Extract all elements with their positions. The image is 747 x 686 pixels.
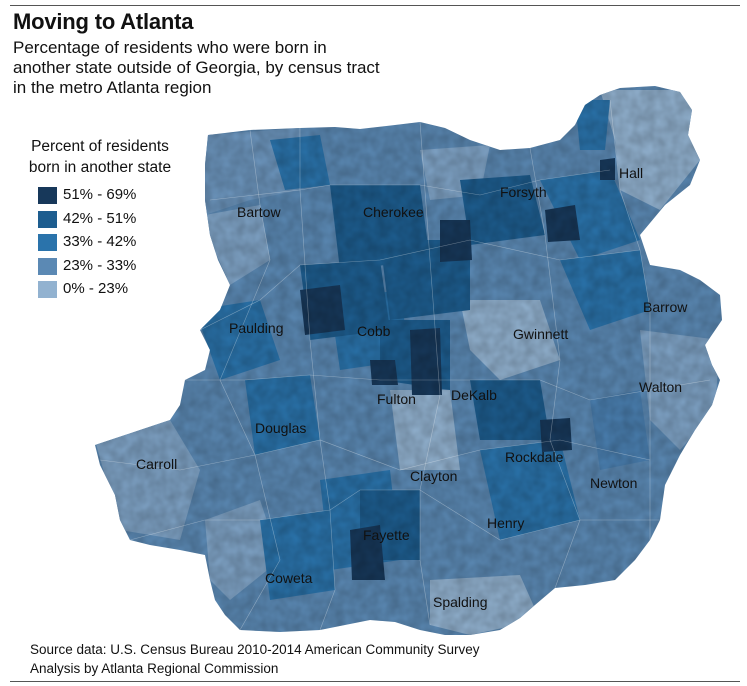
legend-title: Percent of residents born in another sta… (28, 138, 172, 176)
county-label-fayette: Fayette (363, 527, 410, 543)
legend-items: 51% - 69% 42% - 51% 33% - 42% 23% - 33% … (14, 184, 189, 302)
source-line-2: Analysis by Atlanta Regional Commission (30, 661, 279, 676)
county-label-cherokee: Cherokee (363, 204, 424, 220)
county-label-clayton: Clayton (410, 468, 457, 484)
county-label-barrow: Barrow (643, 299, 688, 315)
legend-item: 42% - 51% (38, 208, 189, 232)
map-legend: Percent of residents born in another sta… (14, 136, 189, 302)
county-label-henry: Henry (487, 515, 524, 531)
legend-swatch (38, 281, 57, 298)
legend-item: 33% - 42% (38, 231, 189, 255)
page-subtitle: Percentage of residents who were born in… (13, 38, 380, 97)
county-label-bartow: Bartow (237, 204, 281, 220)
county-label-newton: Newton (590, 475, 637, 491)
county-label-gwinnett: Gwinnett (513, 326, 568, 342)
county-label-coweta: Coweta (265, 570, 313, 586)
county-label-rockdale: Rockdale (505, 449, 564, 465)
county-label-spalding: Spalding (433, 594, 488, 610)
page-title: Moving to Atlanta (13, 9, 194, 34)
legend-swatch (38, 257, 57, 275)
legend-swatch (38, 210, 57, 228)
legend-swatch (38, 234, 57, 251)
legend-label: 23% - 33% (63, 256, 137, 274)
legend-label: 33% - 42% (63, 233, 137, 250)
legend-item: 23% - 33% (38, 255, 189, 279)
county-label-walton: Walton (639, 379, 682, 395)
county-label-forsyth: Forsyth (500, 184, 547, 200)
county-label-douglas: Douglas (255, 420, 306, 436)
top-rule (10, 5, 740, 6)
county-label-carroll: Carroll (136, 456, 177, 472)
source-line-1: Source data: U.S. Census Bureau 2010-201… (30, 642, 480, 657)
county-label-cobb: Cobb (357, 323, 391, 339)
bottom-rule (10, 681, 740, 682)
legend-item: 0% - 23% (38, 278, 189, 302)
county-label-paulding: Paulding (229, 320, 284, 336)
source-note: Source data: U.S. Census Bureau 2010-201… (30, 640, 479, 678)
legend-swatch (38, 187, 57, 204)
legend-label: 51% - 69% (63, 186, 137, 203)
county-labels: Bartow Cherokee Forsyth Hall Paulding Co… (136, 165, 688, 610)
legend-label: 42% - 51% (63, 209, 137, 227)
county-label-fulton: Fulton (377, 391, 416, 407)
legend-label: 0% - 23% (63, 280, 129, 297)
county-label-hall: Hall (619, 165, 643, 181)
county-label-dekalb: DeKalb (451, 387, 497, 403)
legend-item: 51% - 69% (38, 184, 189, 208)
